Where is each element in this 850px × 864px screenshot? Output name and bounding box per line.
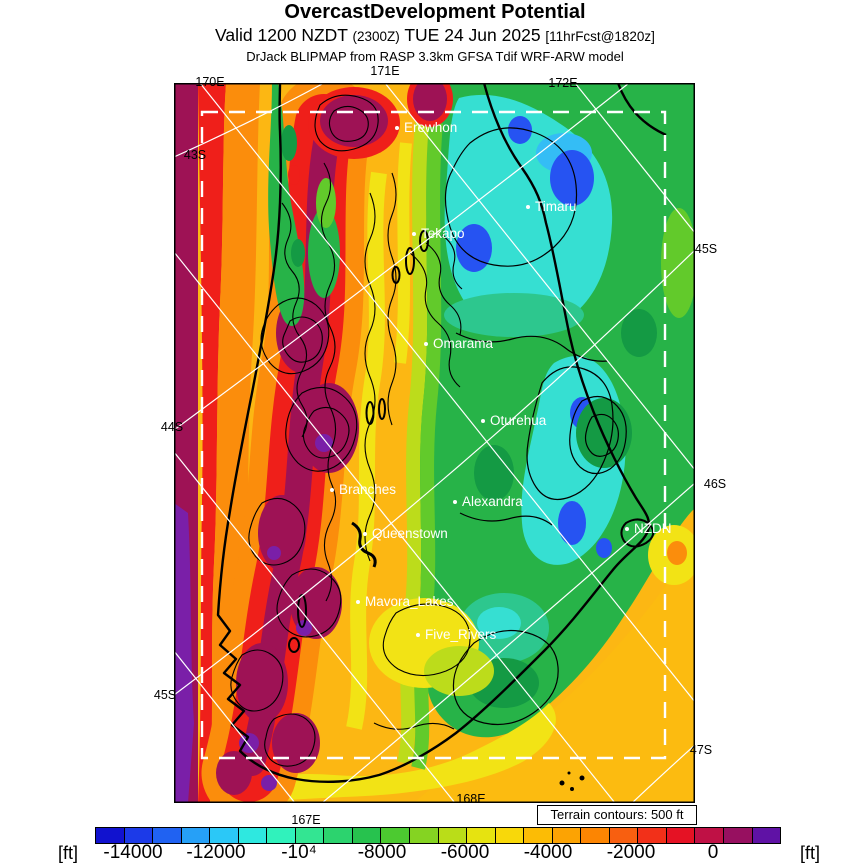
grid-label-45s: 45S [153, 688, 177, 702]
grid-label-46s: 46S [703, 477, 727, 491]
place-queenstown: Queenstown [363, 525, 448, 543]
colorbar-segment [552, 828, 581, 843]
contour-map [174, 83, 695, 803]
colorbar-tick-0: 0 [707, 842, 719, 863]
place-mavora_lakes: Mavora_Lakes [356, 593, 454, 611]
colorbar-segment [666, 828, 695, 843]
place-dot [481, 418, 485, 423]
place-dot [356, 599, 360, 604]
colorbar-segment [267, 828, 295, 843]
colorbar-tick--4000: -4000 [523, 842, 573, 863]
colorbar-tick--2000: -2000 [606, 842, 656, 863]
colorbar [95, 827, 781, 844]
place-nzdn: NZDN [625, 520, 672, 538]
colorbar-segment [124, 828, 153, 843]
colorbar-tick--6000: -6000 [440, 842, 490, 863]
place-name: Erewhon [404, 120, 458, 136]
place-erewhon: Erewhon [395, 119, 457, 137]
place-name: Mavora_Lakes [365, 594, 454, 610]
colorbar-segment [638, 828, 666, 843]
place-name: Queenstown [372, 526, 448, 542]
valid-zulu: (2300Z) [352, 29, 400, 44]
valid-prefix: Valid 1200 NZDT [215, 25, 353, 45]
terrain-contours-note: Terrain contours: 500 ft [537, 805, 697, 825]
colorbar-segment [352, 828, 381, 843]
place-name: Omarama [433, 336, 494, 352]
colorbar-unit-right: [ft] [799, 843, 821, 863]
colorbar-segment [295, 828, 324, 843]
forecast-age: [11hrFcst@1820z] [545, 29, 655, 44]
colorbar-segment [524, 828, 552, 843]
colorbar-segment [467, 828, 495, 843]
colorbar-segment [752, 828, 781, 843]
colorbar-segment [153, 828, 181, 843]
colorbar-segment [581, 828, 609, 843]
grid-label-43s: 43S [183, 148, 207, 162]
place-name: Alexandra [462, 494, 523, 510]
place-name: Tekapo [421, 226, 465, 242]
place-dot [363, 531, 367, 536]
colorbar-segment [609, 828, 638, 843]
colorbar-segment [724, 828, 752, 843]
place-oturehua: Oturehua [481, 412, 546, 430]
colorbar-tick--8000: -8000 [357, 842, 407, 863]
valid-time-line: Valid 1200 NZDT (2300Z) TUE 24 Jun 2025 … [20, 25, 850, 47]
grid-label-170e: 170E [195, 75, 225, 89]
grid-label-47s: 47S [689, 743, 713, 757]
place-omarama: Omarama [424, 335, 493, 353]
place-branches: Branches [330, 481, 396, 499]
colorbar-segment [181, 828, 210, 843]
place-dot [412, 231, 416, 236]
map-canvas: 170E 171E 172E 43S 44S 45S 45S 46S 47S 167E 168E E… [154, 64, 726, 827]
model-line: DrJack BLIPMAP from RASP 3.3km GFSA Tdif… [246, 49, 624, 64]
place-tekapo: Tekapo [412, 225, 465, 243]
place-name: NZDN [634, 521, 672, 537]
colorbar-segment [695, 828, 724, 843]
place-dot [330, 487, 334, 492]
colorbar-tick--14000: -14000 [103, 842, 163, 863]
grid-label-168e: 168E [456, 792, 486, 806]
place-dot [625, 526, 629, 531]
grid-label-172e: 172E [548, 76, 578, 90]
place-dot [416, 632, 420, 637]
grid-label-45s: 45S [694, 242, 718, 256]
grid-label-171e: 171E [370, 64, 400, 78]
grid-label-167e: 167E [291, 813, 321, 827]
colorbar-segment [238, 828, 267, 843]
colorbar-tick--12000: -12000 [186, 842, 246, 863]
colorbar-segment [438, 828, 467, 843]
colorbar-segment [495, 828, 524, 843]
place-name: Oturehua [490, 413, 547, 429]
place-dot [395, 125, 399, 130]
colorbar-segment [324, 828, 352, 843]
colorbar-tick--10⁴: -10⁴ [281, 842, 317, 863]
colorbar-segment [381, 828, 410, 843]
place-dot [424, 341, 428, 346]
place-name: Branches [339, 482, 397, 498]
place-timaru: Timaru [526, 198, 577, 216]
colorbar-unit-left: [ft] [57, 843, 79, 863]
grid-label-44s: 44S [160, 420, 184, 434]
colorbar-segment [410, 828, 438, 843]
colorbar-segment [96, 828, 124, 843]
place-name: Five_Rivers [425, 627, 497, 643]
place-dot [526, 204, 530, 209]
page-title: OvercastDevelopment Potential [284, 1, 586, 23]
valid-date: TUE 24 Jun 2025 [399, 25, 546, 45]
place-alexandra: Alexandra [453, 493, 523, 511]
place-dot [453, 499, 457, 504]
header: OvercastDevelopment Potential Valid 1200… [20, 0, 850, 64]
colorbar-segment [210, 828, 238, 843]
place-five_rivers: Five_Rivers [416, 626, 496, 644]
place-name: Timaru [535, 199, 577, 215]
